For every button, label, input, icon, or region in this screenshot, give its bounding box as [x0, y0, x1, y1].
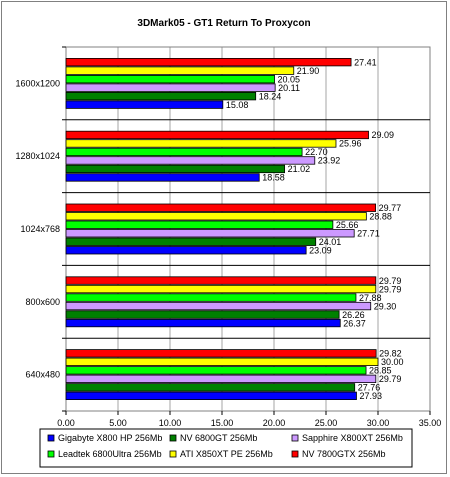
chart-title: 3DMark05 - GT1 Return To Proxycon	[137, 18, 310, 29]
bar	[65, 130, 369, 140]
data-label: 29.79	[379, 276, 402, 286]
bar	[65, 357, 379, 367]
data-label: 26.37	[343, 318, 366, 328]
data-label: 18.58	[262, 173, 285, 183]
data-label: 28.85	[369, 366, 392, 376]
data-label: 18.24	[259, 91, 282, 101]
bar	[65, 301, 372, 311]
legend: Gigabyte X800 HP 256Mb NV 6800GT 256Mb Sap…	[39, 428, 413, 468]
data-label: 21.02	[288, 164, 311, 174]
bar	[65, 203, 377, 212]
x-tick-label: 15.00	[211, 418, 234, 428]
data-label: 27.76	[358, 383, 381, 393]
bar	[65, 284, 377, 294]
bar	[65, 374, 377, 384]
legend-swatch	[47, 450, 55, 458]
bar	[65, 58, 352, 67]
bar	[65, 164, 286, 174]
data-label: 22.70	[305, 147, 328, 157]
legend-label: Gigabyte X800 HP 256Mb	[58, 433, 162, 443]
x-tick-label: 0.00	[57, 418, 75, 428]
bar	[65, 229, 355, 238]
data-label: 27.41	[354, 57, 377, 67]
bar	[65, 212, 367, 221]
data-label: 25.96	[339, 139, 362, 149]
bar	[65, 276, 377, 285]
bar	[65, 349, 377, 358]
data-label: 27.71	[357, 229, 380, 239]
bar	[65, 173, 260, 182]
bar	[65, 147, 303, 157]
bar	[65, 310, 340, 319]
legend-box	[39, 428, 413, 468]
data-label: 30.00	[381, 357, 404, 367]
data-label: 23.09	[309, 246, 332, 256]
category-label: 1600x1200	[15, 78, 60, 88]
data-label: 15.08	[226, 100, 249, 110]
bar	[65, 92, 257, 101]
bar	[65, 318, 341, 328]
legend-label: NV 7800GTX 256Mb	[302, 449, 386, 459]
legend-swatch	[47, 434, 55, 442]
bar	[65, 293, 357, 302]
data-label: 27.88	[359, 293, 382, 303]
x-tick-label: 30.00	[367, 418, 390, 428]
x-tick-label: 25.00	[315, 418, 338, 428]
category-label: 1280x1024	[15, 151, 60, 161]
category-label: 800x600	[25, 297, 60, 307]
bar	[65, 220, 334, 229]
legend-swatch	[169, 450, 177, 458]
legend-label: ATI X850XT PE 256Mb	[180, 449, 273, 459]
category-label: 640x480	[25, 370, 60, 380]
bar	[65, 100, 224, 109]
legend-swatch	[169, 434, 177, 442]
data-label: 29.77	[379, 203, 402, 213]
legend-swatch	[291, 450, 299, 458]
data-label: 28.88	[369, 212, 392, 222]
data-label: 29.79	[379, 374, 402, 384]
data-label: 21.90	[297, 66, 320, 76]
data-label: 25.66	[336, 220, 359, 230]
data-label: 29.82	[379, 349, 402, 359]
data-label: 20.11	[278, 83, 300, 93]
bar	[65, 237, 317, 246]
plot-area: 0.00 5.00 10.00 15.00 20.00 25.00 30.00 35.00 16…	[15, 46, 442, 428]
bar	[65, 246, 307, 255]
category-label: 1024x768	[20, 224, 60, 234]
data-label: 27.93	[359, 391, 382, 401]
legend-label: Leadtek 6800Ultra 256Mb	[58, 449, 162, 459]
x-tick-label: 10.00	[159, 418, 182, 428]
bar	[65, 383, 356, 392]
bar	[65, 391, 357, 401]
data-label: 29.79	[379, 284, 402, 294]
data-label: 29.30	[374, 301, 397, 311]
bar	[65, 139, 337, 148]
legend-swatch	[291, 434, 299, 442]
data-label: 20.05	[278, 74, 301, 84]
data-label: 26.26	[342, 310, 365, 320]
data-label: 29.09	[372, 130, 395, 140]
legend-label: NV 6800GT 256Mb	[180, 433, 257, 443]
x-tick-label: 5.00	[109, 418, 127, 428]
x-tick-label: 20.00	[263, 418, 286, 428]
x-tick-label: 35.00	[419, 418, 442, 428]
bar	[65, 83, 276, 92]
legend-label: Sapphire X800XT 256Mb	[302, 433, 403, 443]
bar	[65, 366, 367, 375]
bar	[65, 66, 295, 75]
data-label: 24.01	[319, 237, 342, 247]
bar	[65, 75, 275, 84]
bar	[65, 156, 316, 165]
data-label: 23.92	[318, 156, 341, 166]
